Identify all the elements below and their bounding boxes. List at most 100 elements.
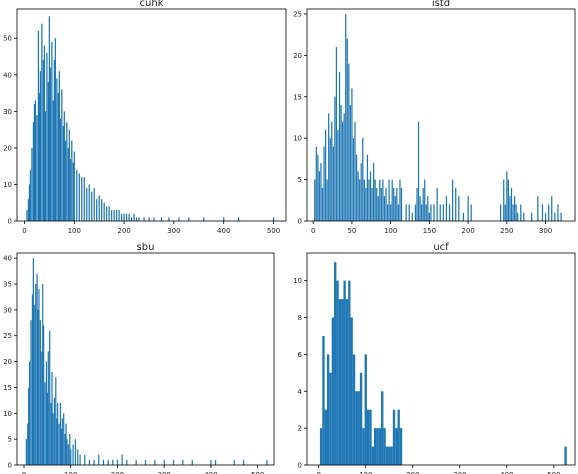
bar [390,204,392,221]
bar [319,428,323,465]
x-tick-label: 200 [406,471,419,474]
x-tick-label: 250 [500,227,513,235]
bar [91,191,93,221]
bar [371,187,373,222]
bar [56,418,58,465]
bar [41,23,43,222]
bar [31,294,34,465]
x-tick-label: 200 [461,227,474,235]
bar [362,138,364,221]
y-tick-label: 10 [3,410,12,418]
bar [93,188,95,221]
bar [47,351,49,465]
y-tick-label: 40 [3,71,12,79]
bar [408,204,410,221]
bar [49,67,51,221]
bar [503,179,505,221]
bar [376,187,378,222]
bar [32,258,34,465]
y-tick-label: 2 [298,425,302,433]
bar [385,446,389,465]
bar [93,459,95,465]
bar [335,47,338,222]
bar [188,217,190,221]
bar [326,179,328,221]
bar [43,45,46,221]
bar [64,140,66,221]
bar [346,38,348,222]
bar [191,459,193,465]
bar [364,354,367,465]
bar [500,204,502,221]
bar [414,204,417,221]
bar [111,210,113,221]
bar [350,317,353,465]
bar [383,196,386,221]
y-tick-label: 50 [3,35,12,43]
bar [47,82,50,221]
bar [424,179,426,221]
bar [52,413,54,465]
bar [345,13,347,221]
x-tick-label: 500 [251,471,264,474]
bar [513,196,516,221]
bar [58,423,60,465]
bar [371,446,374,465]
bar [376,428,379,465]
bar [331,121,333,222]
bar [182,459,184,465]
bar [360,163,362,221]
y-tick-label: 10 [293,277,302,285]
y-tick-label: 15 [293,93,302,101]
bar [48,16,51,222]
bar [128,213,130,221]
y-tick-label: 5 [8,436,12,444]
bar [334,262,337,465]
bar [436,187,438,222]
subplot-sbu: sbu 0 100 200 300 400 500 0 5 10 15 20 25 30 35 40 [3,242,275,474]
bar [531,212,533,221]
y-tick-label: 25 [293,10,302,18]
bar [57,93,59,221]
bar [372,163,375,221]
bar [352,354,356,465]
bar [33,304,35,465]
bar [363,179,365,221]
x-tick-label: 400 [500,471,513,474]
bar [44,382,46,465]
bar [266,459,268,465]
bar [419,196,421,221]
bar [101,199,103,221]
x-tick-label: 300 [453,471,466,474]
bar [551,196,553,221]
bar [28,184,31,221]
x-tick-label: 400 [217,227,230,235]
bar [329,138,331,221]
bar [46,52,48,221]
bar [66,122,68,221]
bar [355,391,358,465]
bar [416,187,418,222]
x-tick-label: 50 [347,227,356,235]
bar [378,428,382,465]
bar [34,100,37,221]
bar [72,162,74,221]
bar [523,212,525,221]
y-tick-label: 25 [3,332,12,340]
bar [27,199,30,221]
y-tick-label: 0 [8,462,12,470]
bar [411,212,413,221]
y-tick-label: 15 [3,384,12,392]
bar [417,121,420,222]
bar [135,459,137,465]
bar [59,402,62,465]
y-tick-label: 20 [293,52,302,60]
bar [515,204,517,221]
bar [69,158,71,221]
bar [395,428,398,465]
bar [455,187,457,222]
bar [452,179,454,221]
bar [504,204,506,221]
subplot-ucf: ucf 0 100 200 300 400 500 0 2 4 6 8 10 [293,242,576,474]
bar [67,444,69,465]
